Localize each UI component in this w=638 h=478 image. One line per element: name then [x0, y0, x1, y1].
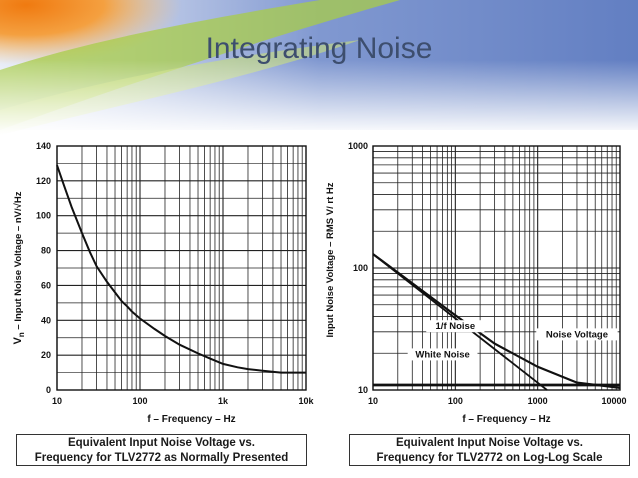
left-plot-frame — [56, 145, 307, 391]
left-x-tick-label: 100 — [132, 396, 147, 406]
right-noise-voltage-curve — [372, 253, 621, 389]
left-y-tick-label: 20 — [41, 350, 51, 360]
right-y-tick-label: 100 — [353, 263, 368, 273]
chart-linear-scale: 0 20 40 60 80 100 120 140 10 100 1k 10k f – Frequenc… — [12, 141, 314, 425]
right-x-tick-label: 100 — [448, 396, 463, 406]
left-y-axis-label-rest: – Input Noise Voltage – nV/√Hz — [13, 191, 24, 332]
caption-right-line2: Frequency for TLV2772 on Log-Log Scale — [376, 452, 603, 464]
right-x-tick-label: 10 — [368, 396, 378, 406]
left-x-tick-label: 10 — [52, 396, 62, 406]
slide-title: Integrating Noise — [205, 32, 433, 65]
right-x-axis-label: f – Frequency – Hz — [462, 414, 550, 425]
right-x-tick-label: 10000 — [601, 396, 626, 406]
caption-right: Equivalent Input Noise Voltage vs. Frequ… — [349, 434, 630, 466]
left-x-tick-label: 10k — [298, 396, 314, 406]
left-y-tick-label: 0 — [46, 385, 51, 395]
caption-left-line1: Equivalent Input Noise Voltage vs. — [67, 437, 255, 449]
chart-log-log-scale: 10 100 1000 10 100 1000 10000 f – Frequency – H… — [325, 141, 627, 425]
caption-right-line1: Equivalent Input Noise Voltage vs. — [395, 437, 583, 449]
right-y-tick-label: 10 — [358, 385, 368, 395]
right-annotation-1f-noise: 1/f Noise — [436, 321, 476, 332]
right-annotation-noise-voltage: Noise Voltage — [546, 329, 608, 340]
chart-left-panel: 0 20 40 60 80 100 120 140 10 100 1k 10k f – Frequenc… — [8, 134, 318, 426]
right-annotation-1f-noise-bg — [426, 320, 485, 333]
left-grid — [56, 145, 306, 391]
left-y-tick-label: 40 — [41, 315, 51, 325]
left-y-axis-label-main: V — [12, 336, 24, 344]
right-y-tick-label: 1000 — [348, 141, 368, 151]
left-y-tick-label: 100 — [36, 211, 51, 221]
left-y-tick-label: 60 — [41, 280, 51, 290]
chart-right-panel: 10 100 1000 10 100 1000 10000 f – Frequency – H… — [322, 134, 634, 426]
left-y-axis-label: Vn – Input Noise Voltage – nV/√Hz — [12, 191, 26, 344]
left-y-tick-label: 120 — [36, 176, 51, 186]
left-y-tick-label: 140 — [36, 141, 51, 151]
right-annotation-white-noise-bg — [407, 348, 478, 361]
left-y-tick-label: 80 — [41, 246, 51, 256]
left-x-tick-label: 1k — [218, 396, 229, 406]
left-y-axis-label-sub: n — [17, 332, 26, 337]
caption-left-line2: Frequency for TLV2772 as Normally Presen… — [34, 452, 289, 464]
right-annotation-noise-voltage-bg — [536, 328, 618, 341]
right-annotation-white-noise: White Noise — [415, 349, 469, 360]
right-plot-frame — [372, 145, 621, 391]
right-x-tick-label: 1000 — [528, 396, 548, 406]
left-noise-curve — [56, 164, 306, 374]
right-y-axis-label: Input Noise Voltage – RMS V/ rt Hz — [325, 182, 336, 337]
caption-left: Equivalent Input Noise Voltage vs. Frequ… — [16, 434, 307, 466]
left-x-axis-label: f – Frequency – Hz — [147, 414, 235, 425]
